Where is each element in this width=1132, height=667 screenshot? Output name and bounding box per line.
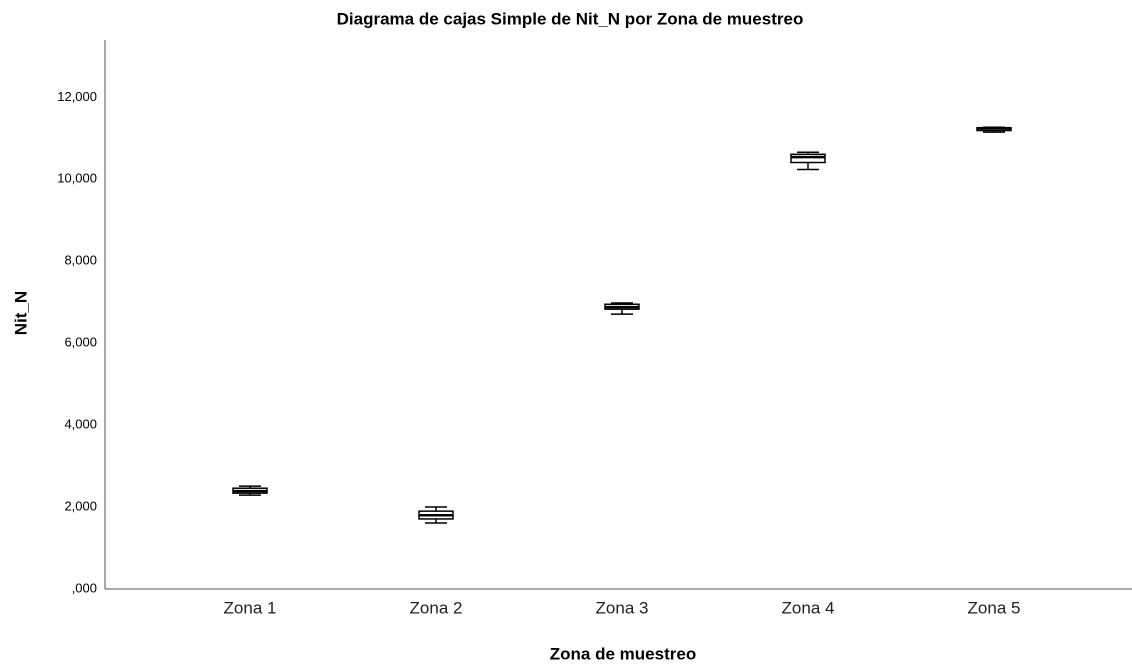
x-axis-label: Zona de muestreo [550,644,696,663]
x-tick-label: Zona 2 [410,598,463,617]
x-tick-label: Zona 3 [596,598,649,617]
y-tick-label: 4,000 [64,417,97,432]
y-axis-label: Nit_N [11,291,30,335]
y-tick-label: 6,000 [64,335,97,350]
x-tick-label: Zona 4 [782,598,835,617]
y-tick-label: 10,000 [57,171,97,186]
x-tick-label: Zona 5 [968,598,1021,617]
chart-title: Diagrama de cajas Simple de Nit_N por Zo… [337,9,804,28]
x-tick-label: Zona 1 [224,598,277,617]
y-tick-label: 8,000 [64,253,97,268]
y-tick-label: 12,000 [57,89,97,104]
y-tick-label: ,000 [72,580,97,595]
y-tick-label: 2,000 [64,498,97,513]
